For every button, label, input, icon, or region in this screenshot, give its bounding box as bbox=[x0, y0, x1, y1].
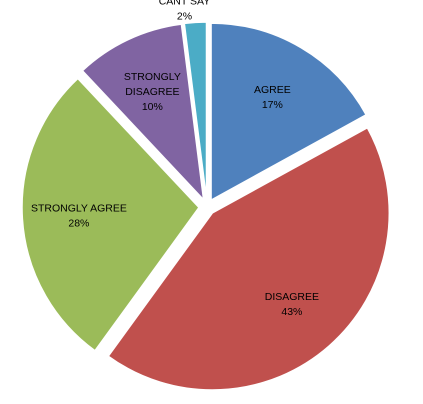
pie-slices bbox=[21, 21, 391, 391]
pie-label-strongly-disagree: STRONGLY DISAGREE 10% bbox=[124, 71, 181, 113]
pie-label-agree: AGREE 17% bbox=[254, 84, 291, 111]
pie-slice-cant-say bbox=[183, 21, 208, 200]
pie-label-disagree: DISAGREE 43% bbox=[265, 291, 319, 318]
pie-slice-disagree bbox=[107, 126, 391, 391]
pie-label-cant-say: CANT SAY 2% bbox=[159, 0, 211, 23]
pie-labels: AGREE 17% DISAGREE 43% STRONGLY AGREE 28% STRO… bbox=[31, 0, 319, 318]
pie-slice-agree bbox=[210, 22, 368, 202]
pie-label-strongly-agree: STRONGLY AGREE 28% bbox=[31, 203, 127, 230]
pie-slice-strongly-disagree bbox=[81, 23, 205, 202]
pie-slice-strongly-agree bbox=[21, 77, 200, 352]
